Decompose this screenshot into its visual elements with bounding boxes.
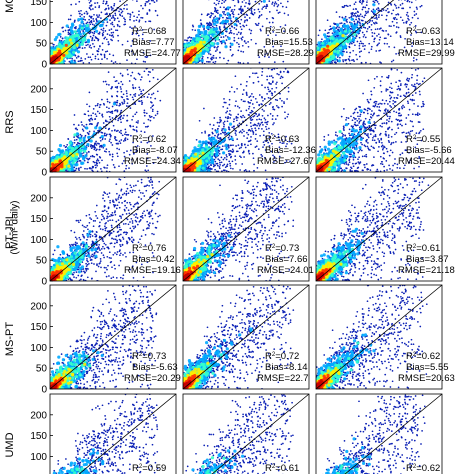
rmse-label: RMSE=24.77 (124, 48, 181, 59)
r2-label: R2=0.55 (406, 134, 440, 145)
y-tick-label: 100 (30, 18, 47, 29)
y-tick-label: 50 (36, 364, 48, 375)
rmse-label: RMSE=20.63 (398, 373, 455, 384)
rmse-label: RMSE=20.29 (124, 373, 181, 384)
y-tick-label: 0 (41, 60, 47, 71)
rmse-label: RMSE=28.29 (257, 48, 314, 59)
r2-label: R2=0.62 (132, 134, 166, 145)
y-tick-label: 150 (30, 322, 47, 333)
y-tick-label: 200 (30, 301, 47, 312)
bias-label: Bias=3.87 (406, 254, 449, 265)
bias-label: Bias=-8.07 (132, 145, 178, 156)
bias-label: Bias=15.53 (265, 37, 313, 48)
y-tick-label: 150 (30, 105, 47, 116)
r2-label: R2=0.61 (406, 243, 440, 254)
bias-label: Bias=8.14 (265, 362, 308, 373)
one-to-one-line (183, 394, 309, 474)
rmse-label: RMSE=20.44 (398, 156, 455, 167)
rmse-label: RMSE=22.7 (257, 373, 309, 384)
row-label-rrs: RRS (4, 102, 16, 142)
y-tick-label: 150 (30, 431, 47, 442)
bias-label: Bias=5.55 (406, 362, 449, 373)
y-tick-label: 100 (30, 126, 47, 137)
y-tick-label: 200 (30, 410, 47, 421)
shared-ylabel: (W/m² daily) (10, 183, 21, 273)
rmse-label: RMSE=27.67 (257, 156, 314, 167)
r2-label: R2=0.61 (265, 463, 299, 474)
y-tick-label: 100 (30, 235, 47, 246)
r2-label: R2=0.63 (406, 26, 440, 37)
rmse-label: RMSE=24.01 (257, 265, 314, 276)
r2-label: R2=0.73 (132, 351, 166, 362)
r2-label: R2=0.63 (265, 134, 299, 145)
panel-umd-1: R2=0.61 (177, 324, 309, 474)
r2-label: R2=0.59 (132, 463, 166, 474)
r2-label: R2=0.66 (265, 26, 299, 37)
row-label-umd: UMD (4, 425, 16, 465)
r2-label: R2=0.72 (265, 351, 299, 362)
r2-label: R2=0.62 (406, 351, 440, 362)
rmse-label: RMSE=19.16 (124, 265, 181, 276)
one-to-one-line (50, 394, 176, 474)
y-tick-label: 0 (41, 385, 47, 396)
rmse-label: RMSE=29.99 (398, 48, 455, 59)
r2-label: R2=0.68 (132, 26, 166, 37)
rmse-label: RMSE=21.18 (398, 265, 455, 276)
y-tick-label: 100 (30, 452, 47, 463)
y-tick-label: 200 (30, 193, 47, 204)
r2-label: R2=0.73 (265, 243, 299, 254)
bias-label: Bias=13.14 (406, 37, 454, 48)
y-tick-label: 50 (36, 39, 48, 50)
bias-label: Bias=7.66 (265, 254, 308, 265)
row-label-mod: MOD (4, 0, 16, 20)
bias-label: Bias=-5.66 (406, 145, 452, 156)
y-tick-label: 200 (30, 84, 47, 95)
y-tick-label: 100 (30, 343, 47, 354)
r2-label: R2=0.76 (132, 243, 166, 254)
r2-label: R2=0.62 (406, 463, 440, 474)
bias-label: Bias=-5.63 (132, 362, 178, 373)
panel-frame (50, 394, 176, 474)
y-tick-label: 0 (41, 168, 47, 179)
y-tick-label: 50 (36, 147, 48, 158)
panel-frame (183, 394, 309, 474)
bias-label: Bias=-12.36 (265, 145, 316, 156)
scatter-points (177, 324, 296, 474)
bias-label: Bias=0.42 (132, 254, 175, 265)
y-tick-label: 150 (30, 214, 47, 225)
row-label-ms-pt: MS-PT (4, 319, 16, 359)
bias-label: Bias=7.77 (132, 37, 175, 48)
rmse-label: RMSE=24.34 (124, 156, 181, 167)
y-tick-label: 150 (30, 0, 47, 8)
y-tick-label: 0 (41, 277, 47, 288)
y-tick-label: 50 (36, 256, 48, 267)
